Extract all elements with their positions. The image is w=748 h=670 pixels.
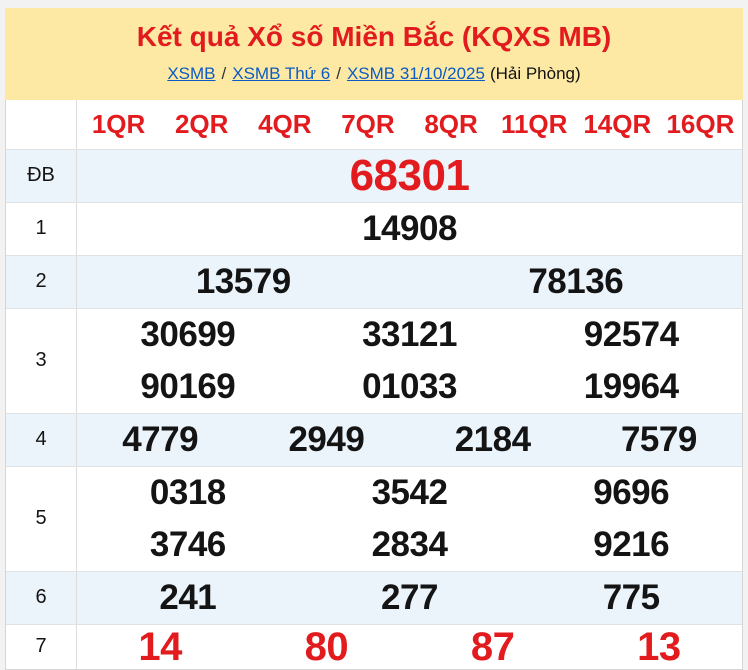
prize-number: 2834 [371,524,448,564]
breadcrumb: XSMB / XSMB Thứ 6/XSMB 31/10/2025 (Hải Phòn… [13,64,735,84]
results-table-header-cells: 1QR 2QR 4QR 7QR 8QR 11QR 14QR 16QR [77,100,742,149]
page-title: Kết quả Xổ số Miền Bắc (KQXS MB) [136,21,612,52]
column-header: 11QR [500,108,568,139]
table-row: 6 241 277 775 [6,571,742,625]
prize-number: 241 [159,577,217,617]
prize-number: 7579 [620,419,697,459]
column-header: 2QR [174,108,229,139]
prize-number: 13 [637,624,681,669]
prize-number: 4779 [122,419,199,459]
prize-number: 87 [470,624,515,669]
prize-number: 90169 [140,366,236,406]
prize-number: 30699 [140,314,236,354]
prize-number: 01033 [362,366,457,406]
prize-row-content: 13579 78136 [77,256,742,308]
prize-number: 68301 [349,150,470,200]
column-header: 1QR [91,108,146,139]
prize-label: 6 [6,571,77,624]
prize-row-content: 30699 33121 92574 90169 01033 19964 [77,309,742,413]
prize-label: 5 [6,466,77,571]
table-row: 7 14 80 87 13 [6,624,742,669]
prize-number: 14 [138,624,182,669]
prize-line: 14908 [77,203,742,255]
prize-number: 9696 [593,472,670,512]
prize-row-content: 14908 [77,203,742,255]
prize-line: 241 277 775 [77,572,742,624]
prize-row-content: 241 277 775 [77,572,742,624]
prize-line: 0318 3542 9696 [77,467,742,519]
table-row: 4 4779 2949 2184 7579 [6,413,742,467]
prize-row-content: 14 80 87 13 [77,625,742,669]
breadcrumb-link-xsmb[interactable]: XSMB [167,63,216,83]
results-table: 1QR 2QR 4QR 7QR 8QR 11QR 14QR 16QR ĐB 68301 1 1490… [5,99,743,670]
results-table-header: 1QR 2QR 4QR 7QR 8QR 11QR 14QR 16QR [6,99,742,150]
prize-number: 78136 [528,261,624,301]
breadcrumb-link-xsmb-date[interactable]: XSMB 31/10/2025 [346,63,485,83]
column-header: 7QR [341,108,395,139]
region-note: (Hải Phòng) [489,63,581,83]
prize-number: 3542 [371,472,448,512]
prize-number: 19964 [583,366,679,406]
prize-number: 2949 [288,419,365,459]
column-header: 14QR [583,108,652,139]
prize-line: 13579 78136 [77,256,742,308]
prize-number: 80 [304,624,349,669]
prize-number: 277 [381,577,438,617]
breadcrumb-separator: / [221,63,227,83]
prize-row-content: 4779 2949 2184 7579 [77,414,742,466]
table-row: ĐB 68301 [6,149,742,203]
prize-number: 775 [602,577,660,617]
prize-label: 4 [6,413,77,466]
prize-number: 3746 [149,524,226,564]
prize-line: 90169 01033 19964 [77,361,742,413]
breadcrumb-separator: / [336,63,341,83]
prize-label: 2 [6,255,77,308]
table-row: 2 13579 78136 [6,255,742,309]
table-row: 3 30699 33121 92574 90169 01033 19964 [6,308,742,414]
prize-number: 0318 [149,472,226,512]
prize-number: 92574 [583,314,679,354]
prize-row-content: 0318 3542 9696 3746 2834 9216 [77,467,742,571]
column-header: 16QR [666,108,735,139]
table-row: 1 14908 [6,202,742,256]
prize-label: 3 [6,308,77,413]
table-row: 5 0318 3542 9696 3746 2834 9216 [6,466,742,572]
breadcrumb-link-xsmb-thu6[interactable]: XSMB Thứ 6 [232,63,331,83]
results-table-body: ĐB 68301 1 14908 2 13579 78136 3 30699 33121 92574… [6,149,742,669]
header-corner-cell [6,99,77,149]
prize-row-content: 68301 [77,150,742,202]
prize-line: 68301 [77,150,742,202]
prize-line: 3746 2834 9216 [77,519,742,571]
prize-label: 7 [6,624,77,669]
prize-number: 14908 [362,208,457,248]
prize-number: 2184 [454,419,531,459]
prize-number: 9216 [593,524,670,564]
column-header: 8QR [424,108,478,139]
prize-label: ĐB [6,149,77,202]
prize-label: 1 [6,202,77,255]
prize-line: 4779 2949 2184 7579 [77,414,742,466]
prize-number: 13579 [195,261,291,301]
prize-number: 33121 [362,314,457,354]
column-header: 4QR [258,108,312,139]
header: Kết quả Xổ số Miền Bắc (KQXS MB) XSMB / XS… [5,8,743,100]
prize-line: 30699 33121 92574 [77,309,742,361]
prize-line: 14 80 87 13 [77,625,742,669]
